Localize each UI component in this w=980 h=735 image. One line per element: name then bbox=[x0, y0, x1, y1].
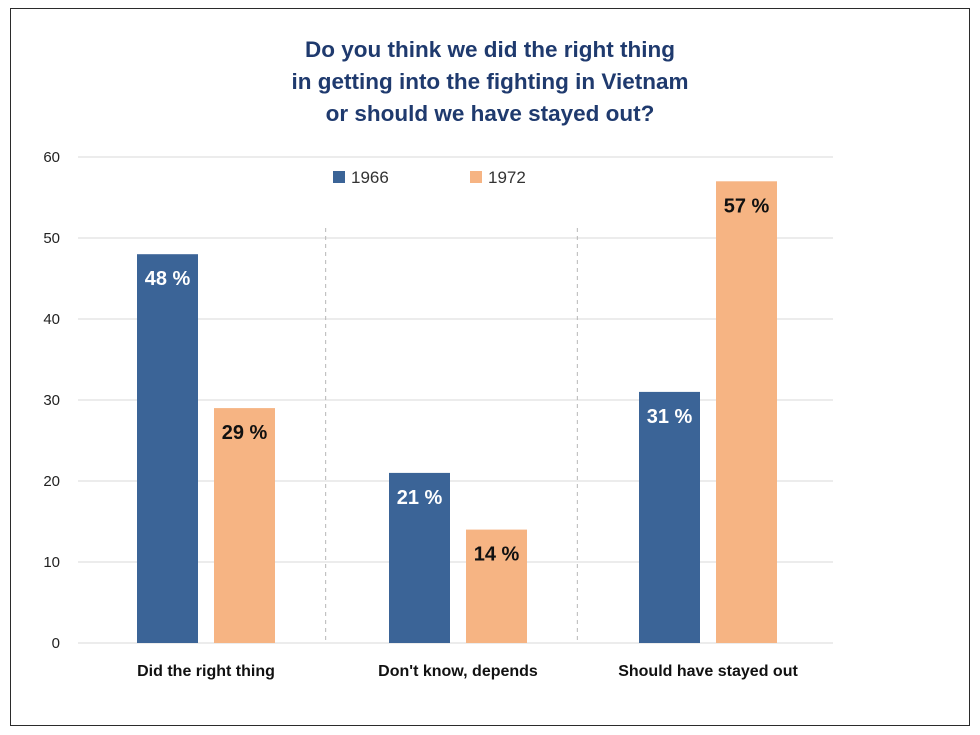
data-label: 29 % bbox=[222, 422, 268, 444]
chart-title: Do you think we did the right thing in g… bbox=[10, 34, 970, 130]
chart-title-line-3: or should we have stayed out? bbox=[325, 101, 655, 126]
y-tick-label: 60 bbox=[43, 149, 60, 166]
y-tick-label: 0 bbox=[52, 635, 60, 652]
x-tick-label: Did the right thing bbox=[137, 663, 275, 680]
x-tick-label: Should have stayed out bbox=[618, 663, 798, 680]
y-tick-label: 40 bbox=[43, 311, 60, 328]
bar-1972-2 bbox=[716, 181, 777, 644]
y-tick-label: 30 bbox=[43, 392, 60, 409]
chart-title-line-2: in getting into the fighting in Vietnam bbox=[291, 69, 689, 94]
data-label: 57 % bbox=[724, 195, 770, 217]
x-tick-label: Don't know, depends bbox=[378, 663, 538, 680]
legend-label: 1972 bbox=[488, 168, 526, 187]
data-label: 21 % bbox=[397, 487, 443, 509]
legend-swatch-1966 bbox=[333, 171, 345, 183]
data-label: 14 % bbox=[474, 544, 520, 566]
y-tick-label: 20 bbox=[43, 473, 60, 490]
data-label: 48 % bbox=[145, 268, 191, 290]
legend-label: 1966 bbox=[351, 168, 389, 187]
bar-1972-0 bbox=[214, 408, 275, 643]
chart-title-line-1: Do you think we did the right thing bbox=[305, 37, 675, 62]
bar-1972-1 bbox=[466, 529, 527, 643]
y-tick-label: 10 bbox=[43, 554, 60, 571]
data-label: 31 % bbox=[647, 406, 693, 428]
bar-1966-1 bbox=[389, 472, 450, 643]
legend-swatch-1972 bbox=[470, 171, 482, 183]
y-tick-label: 50 bbox=[43, 230, 60, 247]
bar-1966-2 bbox=[639, 391, 700, 643]
bar-1966-0 bbox=[137, 254, 198, 643]
